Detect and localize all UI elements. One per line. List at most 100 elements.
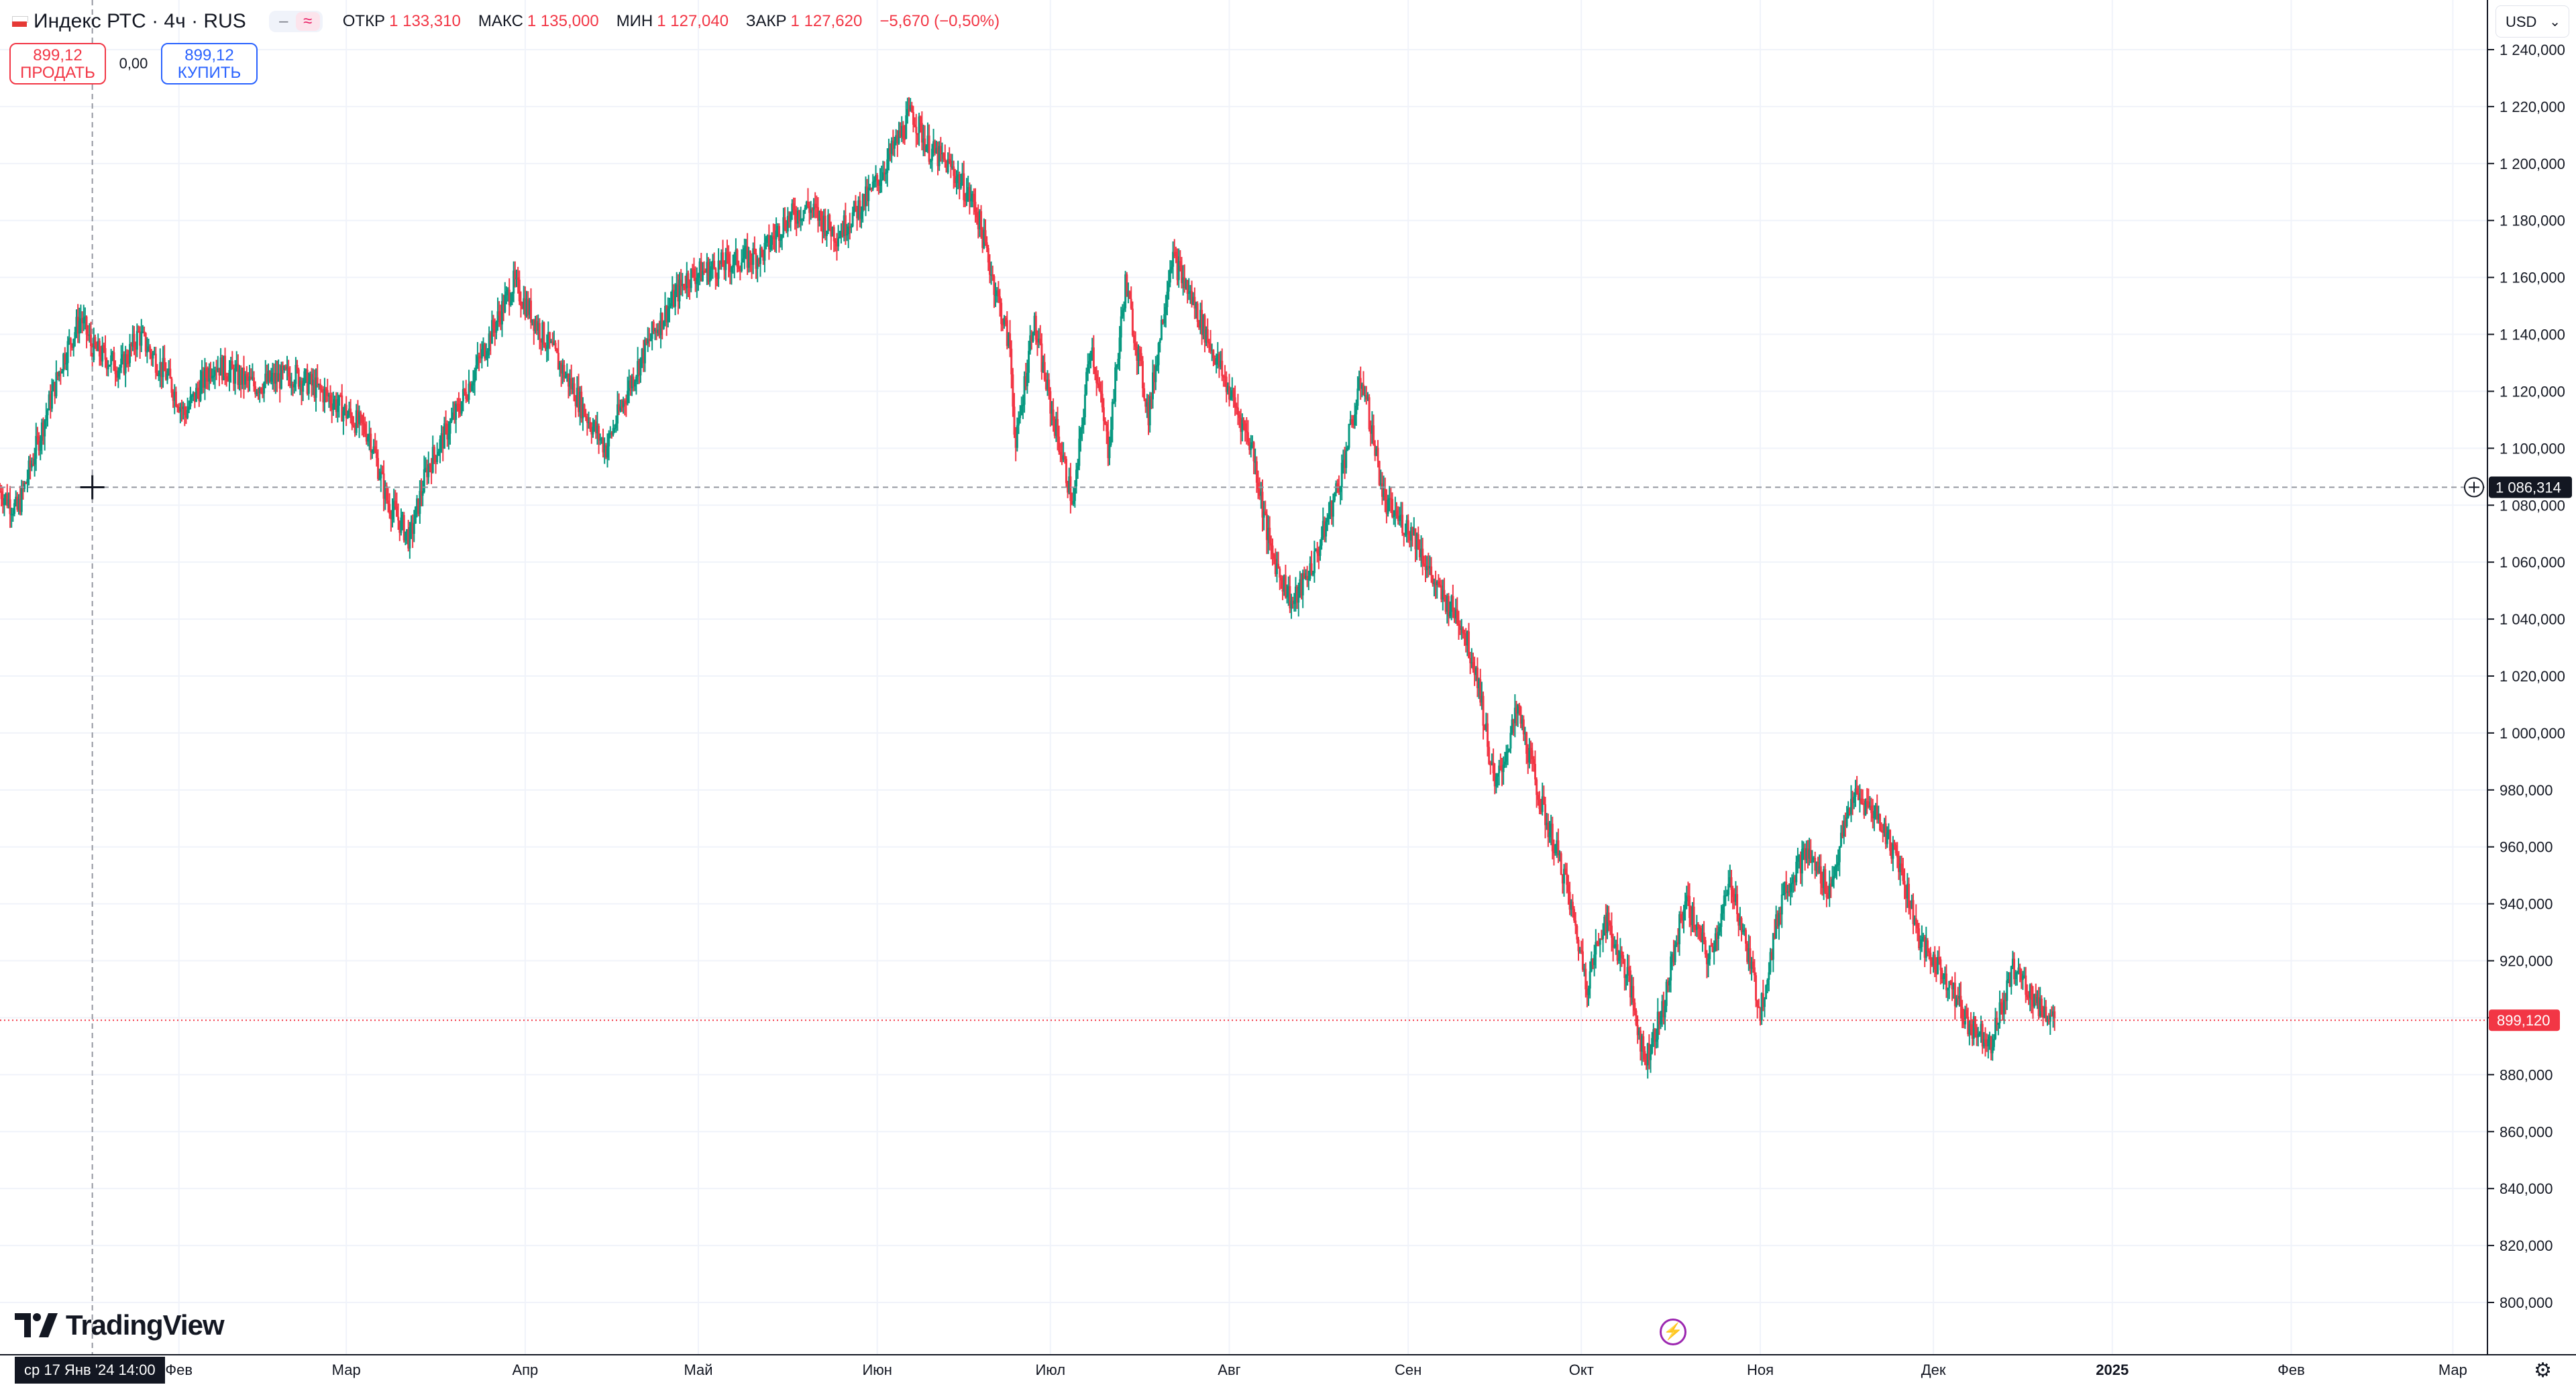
candle (1788, 883, 1790, 897)
candle-body (1322, 520, 1324, 538)
candle-body (1769, 952, 1772, 972)
candle-body (1092, 347, 1095, 368)
candle (645, 337, 648, 346)
candle-body (1421, 549, 1424, 564)
candle-body (1710, 945, 1713, 947)
candle (771, 232, 773, 251)
candle (1116, 364, 1118, 381)
candle (400, 508, 402, 536)
candle-body (1401, 514, 1404, 533)
candle (1912, 893, 1915, 934)
candle (1776, 910, 1779, 930)
candle (1212, 349, 1215, 367)
candle-body (1140, 353, 1142, 361)
candle-body (1061, 455, 1063, 460)
candle-body (1721, 906, 1724, 914)
candle-body (15, 496, 17, 504)
candle (1538, 791, 1541, 815)
candle (1909, 900, 1912, 920)
candle (1202, 314, 1205, 339)
candle (690, 268, 692, 292)
candle (1359, 366, 1362, 400)
candle (1597, 932, 1600, 947)
candle-body (1753, 967, 1756, 976)
sell-button[interactable]: 899,12 ПРОДАТЬ (9, 43, 106, 85)
candle-body (1202, 315, 1205, 335)
candle (28, 455, 30, 486)
candle-body (504, 295, 506, 313)
symbol-title[interactable]: Индекс РТС · 4ч · RUS (34, 10, 246, 32)
candle (980, 205, 983, 239)
candle-body (286, 367, 288, 370)
candle (288, 366, 291, 388)
minus-icon[interactable]: – (279, 12, 288, 30)
candle-body (1919, 947, 1922, 949)
tradingview-logo[interactable]: TradingView (15, 1309, 225, 1341)
candle (1525, 731, 1528, 765)
candle (2046, 1015, 2049, 1026)
candle-body (678, 280, 681, 302)
candle-body (1991, 1047, 1994, 1054)
candle (1671, 952, 1674, 970)
candle-body (1853, 796, 1856, 803)
candle (1937, 950, 1939, 975)
candle-body (2008, 979, 2011, 987)
candle (455, 400, 458, 433)
candle-body (1984, 1039, 1987, 1043)
candle (694, 266, 697, 292)
candle (514, 261, 517, 288)
time-tick-label: Июл (1035, 1361, 1065, 1378)
candle (105, 357, 108, 376)
candle (1590, 951, 1593, 972)
candle (1307, 570, 1310, 590)
candle (114, 360, 117, 386)
candle (579, 386, 582, 426)
candle (247, 372, 250, 392)
candle (458, 392, 460, 418)
candle (2019, 963, 2021, 983)
candle (1824, 863, 1827, 895)
candle (1095, 366, 1098, 396)
candle-body (1405, 520, 1408, 534)
candle-body (2049, 1015, 2051, 1022)
candle (352, 416, 355, 428)
candle-body (1470, 662, 1473, 664)
currency-select[interactable]: USD ⌄ (2496, 5, 2569, 38)
candle-body (392, 500, 395, 510)
candle (260, 387, 262, 394)
candle-body (968, 186, 971, 202)
candle (971, 190, 974, 208)
candle (1843, 815, 1845, 844)
candle-body (19, 499, 21, 512)
candle-body (136, 331, 138, 350)
candle (513, 261, 515, 302)
approx-icon[interactable]: ≈ (295, 12, 320, 31)
lightning-icon[interactable]: ⚡ (1660, 1319, 1686, 1345)
candle (1801, 840, 1803, 887)
candle (1057, 406, 1059, 451)
candle (426, 459, 429, 485)
time-tick-label: Фев (165, 1361, 193, 1378)
candle (1323, 516, 1326, 543)
buy-button[interactable]: 899,12 КУПИТЬ (161, 43, 258, 85)
candle-body (864, 186, 867, 207)
candle-body (1059, 451, 1062, 455)
candle (1867, 788, 1870, 809)
candle-body (1580, 950, 1582, 952)
candle-body (1602, 935, 1605, 940)
candle-body (87, 334, 89, 336)
candle-body (902, 125, 904, 139)
candle-body (700, 261, 702, 282)
gear-icon[interactable]: ⚙ (2534, 1359, 2552, 1382)
candle-body (435, 455, 437, 462)
chart-style-toggle[interactable]: – ≈ (268, 11, 323, 32)
candle-body (235, 364, 238, 369)
candle-body (1863, 803, 1866, 816)
candle-body (40, 423, 43, 441)
candle (117, 367, 119, 388)
candle (110, 349, 113, 373)
candle (1111, 398, 1114, 443)
candle-body (1362, 384, 1365, 396)
candle (238, 365, 241, 391)
